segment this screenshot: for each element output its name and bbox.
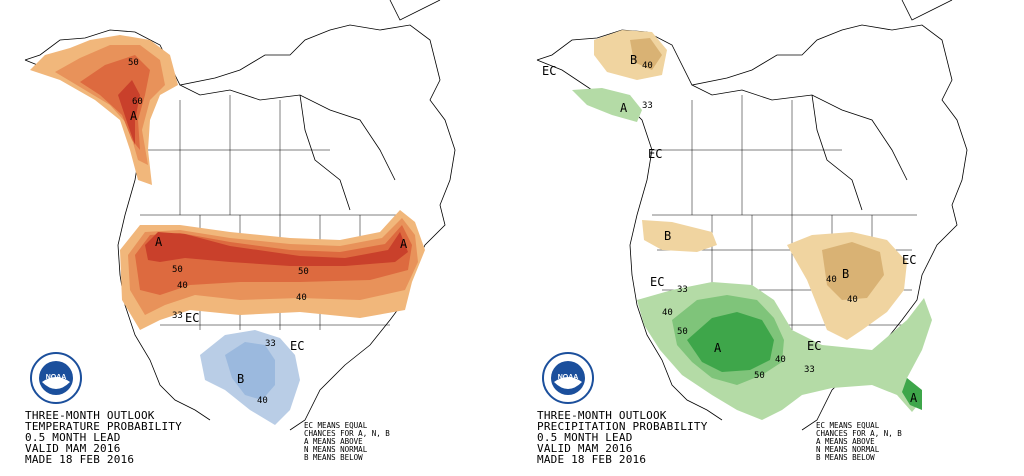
south-wet-region	[637, 282, 932, 420]
legend-line: CHANCES FOR A, N, B	[816, 429, 902, 438]
contour-label: 33	[172, 311, 183, 321]
legend-line: EC MEANS EQUAL	[304, 421, 368, 430]
temperature-outlook-panel: 50 60 A A A 50 40 33 50 40 EC EC 33 B 40…	[24, 0, 456, 465]
ec-label: EC	[650, 275, 664, 289]
us-warm-band	[120, 210, 425, 330]
alaska-wet-region	[572, 88, 642, 122]
contour-label: 40	[662, 308, 673, 318]
northwest-dry-region	[642, 220, 717, 252]
legend-line: N MEANS NORMAL	[304, 445, 368, 454]
title-line: PRECIPITATION PROBABILITY	[537, 420, 708, 433]
alaska-dry-region	[594, 30, 667, 80]
contour-label: 40	[296, 293, 307, 303]
noaa-logo: NOAA	[542, 352, 594, 404]
title-line: 0.5 MONTH LEAD	[25, 431, 121, 444]
below-label: B	[237, 372, 244, 386]
title-block: THREE-MONTH OUTLOOK TEMPERATURE PROBABILI…	[25, 410, 182, 465]
contour-label: 33	[265, 339, 276, 349]
contour-label: 50	[128, 58, 139, 68]
title-block: THREE-MONTH OUTLOOK PRECIPITATION PROBABI…	[537, 410, 708, 465]
map-labels: 50 60 A A A 50 40 33 50 40 EC EC 33 B 40	[128, 58, 408, 406]
ohio-valley-dry-region	[787, 232, 907, 340]
ec-label: EC	[648, 147, 662, 161]
contour-label: 40	[642, 61, 653, 71]
logo-text: NOAA	[558, 374, 579, 381]
above-label: A	[155, 235, 163, 249]
title-line: THREE-MONTH OUTLOOK	[537, 409, 667, 422]
above-label: A	[910, 391, 918, 405]
ec-label: EC	[542, 64, 556, 78]
logo-text: NOAA	[46, 374, 67, 381]
legend-line: B MEANS BELOW	[304, 453, 363, 462]
below-label: B	[664, 229, 671, 243]
title-line: TEMPERATURE PROBABILITY	[25, 420, 182, 433]
precipitation-map: EC B 40 33 A EC B EC 33 40 50 A 40 33 50…	[536, 0, 968, 431]
ec-label: EC	[290, 339, 304, 353]
above-label: A	[130, 109, 138, 123]
contour-label: 33	[677, 285, 688, 295]
contour-label: 33	[642, 101, 653, 111]
precipitation-outlook-panel: EC B 40 33 A EC B EC 33 40 50 A 40 33 50…	[512, 0, 1024, 476]
contour-label: 50	[754, 371, 765, 381]
contour-label: 40	[177, 281, 188, 291]
legend-line: EC MEANS EQUAL	[816, 421, 880, 430]
above-label: A	[400, 237, 408, 251]
above-label: A	[620, 101, 628, 115]
contour-label: 40	[826, 275, 837, 285]
ec-label: EC	[902, 253, 916, 267]
ec-label: EC	[185, 311, 199, 325]
south-cool-region	[200, 330, 300, 425]
legend-line: A MEANS ABOVE	[816, 437, 875, 446]
ec-label: EC	[807, 339, 821, 353]
map-labels: EC B 40 33 A EC B EC 33 40 50 A 40 33 50…	[542, 53, 918, 405]
contour-label: 60	[132, 97, 143, 107]
below-label: B	[842, 267, 849, 281]
title-line: MADE 18 FEB 2016	[25, 453, 135, 466]
legend-line: B MEANS BELOW	[816, 453, 875, 462]
title-line: VALID MAM 2016	[25, 442, 121, 455]
contour-label: 33	[804, 365, 815, 375]
legend-line: CHANCES FOR A, N, B	[304, 429, 390, 438]
title-line: 0.5 MONTH LEAD	[537, 431, 633, 444]
temperature-map: 50 60 A A A 50 40 33 50 40 EC EC 33 B 40	[24, 0, 456, 431]
below-label: B	[630, 53, 637, 67]
legend-line: A MEANS ABOVE	[304, 437, 363, 446]
title-line: MADE 18 FEB 2016	[537, 453, 647, 466]
contour-label: 40	[775, 355, 786, 365]
contour-label: 50	[172, 265, 183, 275]
alaska-warm-region	[30, 35, 178, 185]
noaa-logo: NOAA	[30, 352, 82, 404]
above-label: A	[714, 341, 722, 355]
contour-label: 40	[257, 396, 268, 406]
contour-label: 50	[677, 327, 688, 337]
title-line: THREE-MONTH OUTLOOK	[25, 409, 155, 422]
title-line: VALID MAM 2016	[537, 442, 633, 455]
contour-label: 40	[847, 295, 858, 305]
contour-label: 50	[298, 267, 309, 277]
legend-line: N MEANS NORMAL	[816, 445, 880, 454]
